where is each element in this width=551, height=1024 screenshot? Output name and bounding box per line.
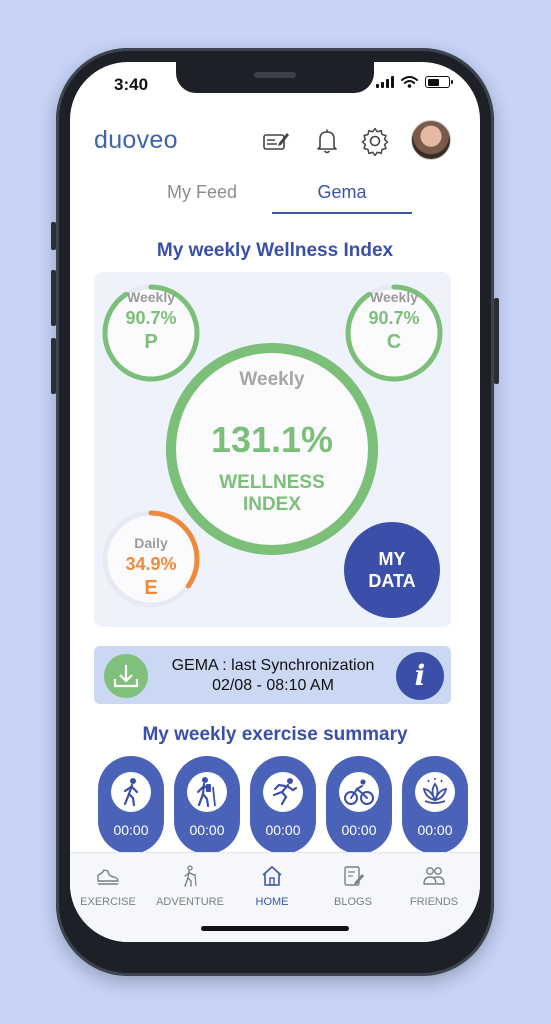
ring-p-period: Weekly bbox=[127, 289, 175, 305]
my-data-label-2: DATA bbox=[368, 571, 416, 591]
nav-adventure-label: ADVENTURE bbox=[156, 896, 224, 908]
edit-card-icon[interactable] bbox=[261, 126, 291, 156]
home-indicator bbox=[201, 926, 349, 931]
home-icon bbox=[262, 866, 282, 886]
exercise-time: 00:00 bbox=[341, 822, 377, 838]
info-button[interactable]: i bbox=[396, 652, 444, 700]
nav-home-label: HOME bbox=[255, 896, 289, 908]
exercise-time: 00:00 bbox=[113, 822, 149, 838]
my-data-label-1: MY bbox=[378, 549, 406, 569]
download-button[interactable] bbox=[104, 654, 148, 698]
ring-main-period: Weekly bbox=[239, 369, 305, 390]
ring-e-letter: E bbox=[144, 577, 158, 599]
ring-progress-arc bbox=[345, 284, 443, 382]
ring-c-text: Weekly 90.7% C bbox=[343, 288, 445, 354]
ring-p-text: Weekly 90.7% P bbox=[100, 288, 202, 354]
sync-line-2: 02/08 - 08:10 AM bbox=[212, 677, 334, 694]
nav-blogs-label: BLOGS bbox=[334, 896, 372, 908]
ring-p-letter: P bbox=[144, 331, 158, 353]
speaker bbox=[254, 72, 296, 78]
friends-icon bbox=[423, 867, 445, 885]
brand-logo: duoveo bbox=[94, 126, 178, 154]
side-button bbox=[51, 222, 56, 250]
my-data-button[interactable]: MY DATA bbox=[344, 522, 440, 618]
ring-main-text: Weekly 131.1% WELLNESS INDEX bbox=[165, 368, 379, 516]
shoe-icon bbox=[97, 869, 119, 885]
power-button bbox=[494, 298, 499, 384]
nav-blogs[interactable]: BLOGS bbox=[313, 865, 393, 908]
bell-icon[interactable] bbox=[312, 126, 342, 156]
exercise-time: 00:00 bbox=[265, 822, 301, 838]
active-tab-indicator bbox=[272, 212, 412, 214]
exercise-cycling[interactable]: 00:00 bbox=[326, 756, 392, 854]
nav-home[interactable]: HOME bbox=[232, 865, 312, 908]
nav-exercise-label: EXERCISE bbox=[80, 896, 136, 908]
exercise-running[interactable]: 00:00 bbox=[250, 756, 316, 854]
phone-screen: 3:40 duoveo My Feed Gema My weekly Welln… bbox=[70, 62, 480, 942]
ring-e-value: 34.9% bbox=[125, 554, 177, 574]
running-icon bbox=[263, 772, 303, 812]
ring-progress-arc bbox=[166, 343, 378, 555]
ring-c-period: Weekly bbox=[370, 289, 418, 305]
ring-p[interactable] bbox=[100, 282, 202, 384]
exercise-title: My weekly exercise summary bbox=[142, 724, 408, 745]
avatar[interactable] bbox=[411, 120, 451, 160]
exercise-time: 00:00 bbox=[189, 822, 225, 838]
ring-c[interactable] bbox=[343, 282, 445, 384]
signal-icon bbox=[376, 76, 394, 88]
sync-card: GEMA : last Synchronization 02/08 - 08:1… bbox=[94, 646, 451, 704]
notch bbox=[176, 62, 374, 93]
feed-tabs: My Feed Gema bbox=[70, 178, 480, 218]
ring-e-period: Daily bbox=[134, 535, 168, 551]
ring-e[interactable] bbox=[100, 508, 202, 610]
nav-friends-label: FRIENDS bbox=[409, 896, 459, 908]
ring-main-label-1: WELLNESS bbox=[219, 472, 325, 493]
nav-adventure[interactable]: ADVENTURE bbox=[150, 865, 230, 908]
tab-gema[interactable]: Gema bbox=[317, 182, 367, 202]
sync-status: GEMA : last Synchronization 02/08 - 08:1… bbox=[150, 656, 396, 696]
exercise-mindfulness[interactable]: 00:00 bbox=[402, 756, 468, 854]
volume-up-button bbox=[51, 270, 56, 326]
ring-wellness-index[interactable] bbox=[165, 342, 379, 556]
ring-main-label-2: INDEX bbox=[242, 494, 302, 515]
cycling-icon bbox=[339, 772, 379, 812]
exercise-summary-row: 00:00 00:00 00:00 00 bbox=[98, 756, 470, 854]
ring-p-value: 90.7% bbox=[125, 308, 177, 328]
wifi-icon bbox=[401, 76, 418, 88]
exercise-walking[interactable]: 00:00 bbox=[98, 756, 164, 854]
blog-icon bbox=[344, 866, 364, 886]
walking-icon bbox=[111, 772, 151, 812]
ring-main-value: 131.1% bbox=[210, 419, 334, 460]
wellness-title: My weekly Wellness Index bbox=[156, 240, 394, 261]
volume-down-button bbox=[51, 338, 56, 394]
gear-icon[interactable] bbox=[360, 126, 390, 156]
nav-exercise[interactable]: EXERCISE bbox=[70, 865, 148, 908]
nav-friends[interactable]: FRIENDS bbox=[394, 865, 474, 908]
ring-c-letter: C bbox=[386, 331, 402, 353]
ring-c-value: 90.7% bbox=[368, 308, 420, 328]
battery-icon bbox=[425, 76, 453, 88]
tab-my-feed[interactable]: My Feed bbox=[166, 182, 238, 202]
ring-progress-arc bbox=[102, 284, 200, 382]
sync-line-1: GEMA : last Synchronization bbox=[171, 657, 375, 674]
hiking-icon bbox=[187, 772, 227, 812]
exercise-time: 00:00 bbox=[417, 822, 453, 838]
ring-e-text: Daily 34.9% E bbox=[100, 534, 202, 600]
ring-progress-arc bbox=[102, 510, 200, 608]
lotus-icon bbox=[415, 772, 455, 812]
download-icon bbox=[113, 665, 139, 688]
status-icons bbox=[376, 76, 453, 88]
status-time: 3:40 bbox=[114, 75, 149, 94]
hiker-icon bbox=[184, 865, 197, 887]
exercise-hiking[interactable]: 00:00 bbox=[174, 756, 240, 854]
